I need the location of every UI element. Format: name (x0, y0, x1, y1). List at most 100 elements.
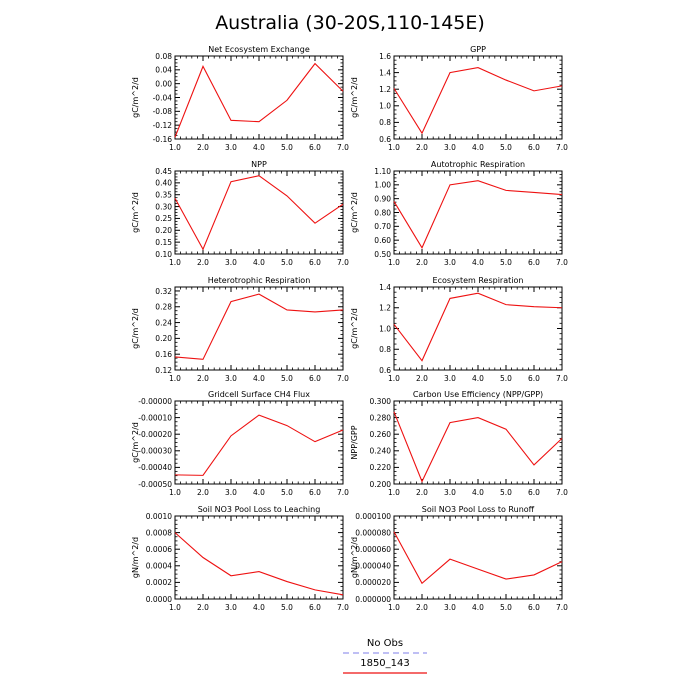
y-tick-label: 0.300 (370, 397, 392, 406)
y-axis-label: gC/m^2/d (131, 77, 140, 118)
y-axis-label: gN/m^2/d (131, 537, 140, 578)
y-tick-label: 0.60 (374, 236, 391, 245)
x-tick-label: 4.0 (472, 488, 484, 497)
panel-title: NPP (251, 160, 267, 169)
y-tick-label: 0.25 (155, 214, 172, 223)
x-tick-label: 3.0 (444, 258, 456, 267)
panel-title: Ecosystem Respiration (433, 276, 524, 285)
y-tick-label: 1.0 (379, 324, 391, 333)
x-tick-label: 7.0 (556, 143, 568, 152)
y-tick-label: 0.35 (155, 191, 172, 200)
x-tick-label: 3.0 (444, 374, 456, 383)
y-axis-label: NPP/GPP (350, 425, 359, 459)
y-tick-label: 0.45 (155, 167, 172, 176)
y-axis-label: gC/m^2/d (131, 308, 140, 349)
x-tick-label: 2.0 (197, 603, 209, 612)
legend-label-1850-143: 1850_143 (360, 658, 410, 669)
panel-3: NPP gC/m^2/d 1.0 2.0 3.0 4.0 5.0 6.0 7.0 0.10 0.15… (131, 160, 349, 267)
x-tick-label: 5.0 (281, 258, 293, 267)
panel-title: Soil NO3 Pool Loss to Leaching (198, 505, 321, 514)
y-tick-label: 0.8 (379, 345, 391, 354)
plot-frame (174, 515, 344, 600)
series-line-1850-143 (393, 67, 563, 135)
x-tick-label: 1.0 (169, 603, 181, 612)
x-tick-label: 2.0 (416, 258, 428, 267)
y-tick-label: 0.6 (379, 135, 391, 144)
y-tick-label: -0.08 (153, 107, 173, 116)
y-tick-label: 0.200 (370, 480, 392, 489)
plot-frame (393, 55, 563, 140)
x-tick-label: 2.0 (416, 374, 428, 383)
x-tick-label: 6.0 (309, 488, 321, 497)
y-tick-label: 0.70 (374, 222, 391, 231)
y-tick-label: -0.00050 (138, 480, 172, 489)
figure-title: Australia (30-20S,110-145E) (215, 12, 485, 34)
y-tick-label: 0.80 (374, 208, 391, 217)
x-tick-label: 7.0 (337, 374, 349, 383)
series-line-1850-143 (393, 292, 563, 362)
x-tick-label: 1.0 (388, 488, 400, 497)
y-tick-label: 0.0008 (146, 528, 172, 537)
panel-6: Ecosystem Respiration gC/m^2/d 1.0 2.0 3.0 4.… (350, 276, 568, 383)
x-tick-label: 5.0 (281, 603, 293, 612)
y-tick-label: 0.20 (155, 334, 172, 343)
panel-title: GPP (470, 45, 486, 54)
y-tick-label: 0.260 (370, 430, 392, 439)
y-tick-label: 0.24 (155, 318, 172, 327)
y-tick-label: 0.8 (379, 118, 391, 127)
y-tick-label: 0.0004 (146, 562, 172, 571)
y-axis-label: gN/m^2/d (350, 537, 359, 578)
x-tick-label: 7.0 (556, 374, 568, 383)
plot-frame (393, 400, 563, 485)
x-tick-label: 6.0 (528, 603, 540, 612)
x-tick-label: 3.0 (225, 488, 237, 497)
x-tick-label: 5.0 (281, 488, 293, 497)
x-tick-label: 7.0 (337, 488, 349, 497)
y-tick-label: 1.10 (374, 167, 391, 176)
x-tick-label: 7.0 (556, 603, 568, 612)
panel-4: Autotrophic Respiration gC/m^2/d 1.0 2.0 3.0… (350, 160, 568, 267)
series-line-1850-143 (174, 293, 344, 360)
x-tick-label: 7.0 (556, 258, 568, 267)
y-tick-label: 0.000020 (355, 578, 391, 587)
x-tick-label: 2.0 (416, 143, 428, 152)
panel-9: Soil NO3 Pool Loss to Leaching gN/m^2/d 1.… (131, 505, 349, 612)
y-axis-label: gC/m^2/d (131, 422, 140, 463)
y-tick-label: -0.00030 (138, 447, 172, 456)
x-tick-label: 4.0 (253, 258, 265, 267)
y-tick-label: 0.000100 (355, 512, 391, 521)
y-tick-label: 0.000080 (355, 528, 391, 537)
x-tick-label: 1.0 (169, 488, 181, 497)
x-tick-label: 3.0 (225, 258, 237, 267)
x-tick-label: 5.0 (500, 258, 512, 267)
x-tick-label: 7.0 (556, 488, 568, 497)
x-tick-label: 3.0 (225, 603, 237, 612)
x-tick-label: 2.0 (197, 488, 209, 497)
panel-7: Gridcell Surface CH4 Flux gC/m^2/d 1.0 2.0 3… (131, 390, 349, 497)
y-tick-label: 0.50 (374, 250, 391, 259)
x-tick-label: 4.0 (472, 258, 484, 267)
y-tick-label: 0.000000 (355, 595, 391, 604)
y-tick-label: 0.32 (155, 287, 172, 296)
y-tick-label: -0.00040 (138, 463, 172, 472)
y-tick-label: -0.00020 (138, 430, 172, 439)
x-tick-label: 4.0 (253, 603, 265, 612)
x-tick-label: 6.0 (528, 374, 540, 383)
y-tick-label: 0.000040 (355, 562, 391, 571)
y-axis-label: gC/m^2/d (131, 192, 140, 233)
y-axis-label: gC/m^2/d (350, 77, 359, 118)
x-tick-label: 7.0 (337, 143, 349, 152)
series-line-1850-143 (174, 175, 344, 251)
x-tick-label: 1.0 (388, 258, 400, 267)
x-tick-label: 5.0 (500, 488, 512, 497)
plot-frame (174, 55, 344, 140)
y-tick-label: 0.20 (155, 226, 172, 235)
plot-frame (174, 400, 344, 485)
x-tick-label: 4.0 (472, 374, 484, 383)
x-tick-label: 1.0 (169, 258, 181, 267)
y-tick-label: 0.16 (155, 350, 172, 359)
y-tick-label: 0.04 (155, 66, 172, 75)
panels-group: Net Ecosystem Exchange gC/m^2/d 1.0 2.0 3.0 4… (131, 45, 568, 612)
x-tick-label: 2.0 (197, 258, 209, 267)
